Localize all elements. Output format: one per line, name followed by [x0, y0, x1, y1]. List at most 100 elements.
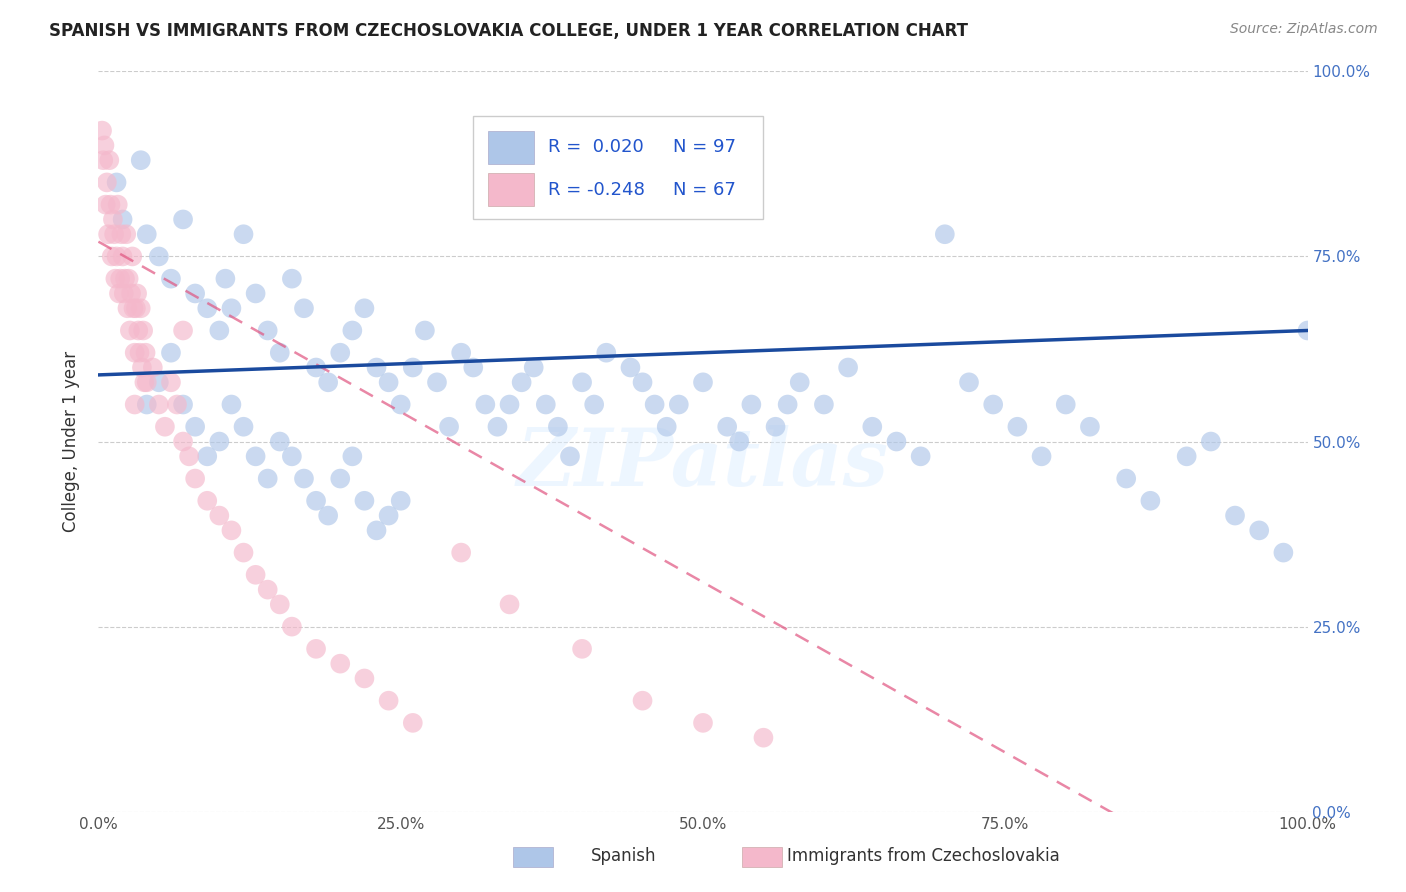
Point: [214, 271, 236, 285]
Point: [172, 324, 194, 338]
Point: [655, 419, 678, 434]
Point: [353, 301, 375, 316]
Point: [105, 250, 128, 264]
Point: [740, 398, 762, 412]
Point: [120, 286, 142, 301]
Point: [437, 419, 460, 434]
Point: [329, 345, 352, 359]
Point: [716, 419, 738, 434]
Point: [1007, 419, 1029, 434]
Point: [111, 212, 134, 227]
Point: [124, 345, 146, 359]
Point: [221, 398, 243, 412]
Point: [117, 301, 139, 316]
Point: [776, 398, 799, 412]
Point: [195, 450, 218, 464]
Point: [366, 360, 388, 375]
Point: [389, 398, 412, 412]
FancyBboxPatch shape: [474, 116, 763, 219]
Point: [129, 301, 152, 316]
Point: [107, 197, 129, 211]
Point: [172, 398, 194, 412]
Text: R =  0.020: R = 0.020: [548, 138, 644, 156]
Point: [232, 227, 254, 242]
Point: [860, 419, 883, 434]
Text: SPANISH VS IMMIGRANTS FROM CZECHOSLOVAKIA COLLEGE, UNDER 1 YEAR CORRELATION CHAR: SPANISH VS IMMIGRANTS FROM CZECHOSLOVAKI…: [49, 22, 969, 40]
Point: [127, 286, 149, 301]
Point: [1078, 419, 1101, 434]
Point: [128, 345, 150, 359]
Point: [245, 450, 267, 464]
Point: [91, 153, 114, 168]
Point: [118, 271, 141, 285]
Point: [269, 345, 291, 359]
Point: [232, 546, 254, 560]
Point: [93, 138, 115, 153]
Point: [98, 153, 121, 168]
Point: [195, 493, 218, 508]
Point: [179, 450, 201, 464]
Point: [728, 434, 751, 449]
Point: [135, 398, 157, 412]
Point: [523, 360, 546, 375]
Point: [595, 345, 617, 359]
Point: [108, 271, 131, 285]
Text: Spanish: Spanish: [591, 847, 657, 865]
Point: [1139, 493, 1161, 508]
FancyBboxPatch shape: [488, 173, 534, 206]
Point: [329, 472, 352, 486]
Point: [245, 286, 267, 301]
Point: [142, 360, 165, 375]
Point: [221, 301, 243, 316]
Point: [389, 493, 412, 508]
Point: [571, 376, 593, 390]
Point: [94, 197, 117, 211]
Point: [91, 123, 114, 137]
Point: [232, 419, 254, 434]
Point: [583, 398, 606, 412]
Point: [129, 153, 152, 168]
Point: [463, 360, 485, 375]
Point: [1296, 324, 1319, 338]
Point: [631, 694, 654, 708]
Point: [281, 450, 304, 464]
Point: [571, 641, 593, 656]
Point: [558, 450, 581, 464]
Point: [135, 376, 157, 390]
Point: [127, 324, 149, 338]
Point: [377, 694, 399, 708]
Point: [114, 271, 136, 285]
Point: [450, 345, 472, 359]
Point: [910, 450, 932, 464]
Point: [281, 619, 304, 633]
Point: [166, 398, 188, 412]
Point: [184, 472, 207, 486]
Point: [256, 324, 278, 338]
Point: [108, 286, 131, 301]
Point: [837, 360, 859, 375]
Point: [148, 376, 170, 390]
Point: [256, 472, 278, 486]
Point: [1199, 434, 1222, 449]
Point: [96, 175, 118, 190]
Point: [692, 715, 714, 730]
Point: [160, 271, 183, 285]
Point: [122, 301, 145, 316]
Point: [100, 197, 122, 211]
Point: [104, 271, 127, 285]
Point: [110, 227, 132, 242]
Point: [135, 345, 157, 359]
Point: [292, 301, 315, 316]
Point: [1115, 472, 1137, 486]
Point: [498, 398, 520, 412]
Text: N = 97: N = 97: [672, 138, 735, 156]
Point: [934, 227, 956, 242]
Point: [813, 398, 835, 412]
Point: [547, 419, 569, 434]
Point: [115, 227, 138, 242]
Text: R = -0.248: R = -0.248: [548, 181, 645, 199]
Point: [377, 376, 399, 390]
Point: [112, 286, 135, 301]
Point: [789, 376, 811, 390]
Point: [195, 301, 218, 316]
